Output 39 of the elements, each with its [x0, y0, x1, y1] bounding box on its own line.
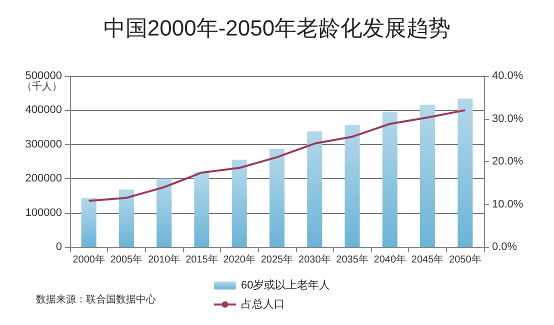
x-tick-label: 2005年: [110, 254, 143, 266]
legend-label: 60岁或以上老年人: [241, 278, 330, 292]
bar: [81, 198, 96, 247]
x-tick-label: 2050年: [449, 254, 482, 266]
y-tick-label: 500000: [25, 70, 62, 82]
y2-tick-label: 20.0%: [492, 156, 524, 168]
y-tick-label: 200000: [25, 172, 62, 185]
bar: [194, 172, 210, 247]
x-tick-label: 2045年: [411, 254, 444, 266]
x-tick-label: 2000年: [72, 254, 105, 266]
x-tick-label: 2025年: [260, 254, 294, 266]
y-tick-label: 0: [56, 241, 62, 253]
bar: [156, 178, 172, 247]
y2-tick-label: 10.0%: [492, 198, 524, 210]
y2-tick-label: 40.0%: [492, 70, 524, 82]
y-axis-title: （千人）: [22, 80, 62, 92]
y-tick-label: 100000: [25, 206, 62, 219]
bar: [232, 160, 247, 247]
x-tick-label: 2035年: [336, 254, 368, 266]
y2-tick-label: 0.0%: [492, 241, 518, 253]
bar: [269, 148, 285, 247]
bar: [307, 131, 322, 247]
bar: [458, 98, 473, 247]
bar: [118, 190, 134, 247]
bar: [420, 104, 436, 247]
bar: [382, 112, 398, 247]
line-series: [88, 109, 466, 202]
x-tick-label: 2015年: [186, 254, 218, 266]
y2-tick-label: 30.0%: [492, 112, 524, 125]
chart-title: 中国2000年-2050年老龄化发展趋势: [103, 16, 451, 40]
y-tick-label: 300000: [25, 138, 62, 150]
y-tick-label: 400000: [25, 104, 62, 116]
x-tick-label: 2030年: [298, 254, 331, 266]
source-note: 数据来源：联合国数据中心: [36, 294, 156, 306]
x-tick-label: 2020年: [223, 254, 256, 266]
x-tick-label: 2040年: [374, 254, 406, 266]
legend-label: 占总人口: [241, 298, 285, 310]
x-tick-label: 2010年: [148, 254, 180, 266]
bar: [344, 124, 360, 247]
